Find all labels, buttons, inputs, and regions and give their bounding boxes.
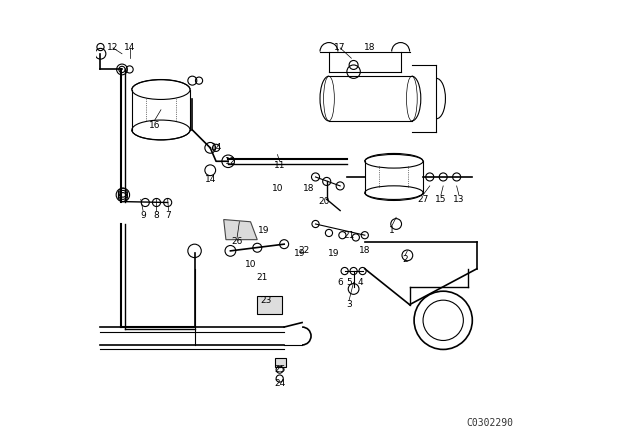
Text: 8: 8	[154, 211, 159, 220]
Text: 14: 14	[205, 175, 216, 184]
Text: 10: 10	[272, 184, 283, 193]
Text: 19: 19	[328, 249, 339, 258]
Text: 12: 12	[225, 157, 236, 166]
Text: 18: 18	[303, 184, 314, 193]
Text: 22: 22	[299, 246, 310, 255]
Text: 18: 18	[364, 43, 375, 52]
Text: 19: 19	[259, 226, 269, 235]
Text: 15: 15	[435, 195, 447, 204]
Text: 25: 25	[274, 365, 285, 374]
Text: 18: 18	[359, 246, 371, 255]
Text: C0302290: C0302290	[467, 418, 514, 428]
Text: 6: 6	[337, 278, 343, 287]
Text: 10: 10	[245, 260, 256, 269]
Text: 9: 9	[140, 211, 146, 220]
Text: 26: 26	[232, 237, 243, 246]
Polygon shape	[224, 220, 257, 240]
Text: 21: 21	[256, 273, 268, 282]
Text: 14: 14	[124, 43, 135, 52]
Text: 17: 17	[335, 43, 346, 52]
Text: 1: 1	[389, 226, 394, 235]
Bar	[257, 296, 282, 314]
Text: 27: 27	[417, 195, 429, 204]
Text: 4: 4	[358, 278, 363, 287]
Text: 12: 12	[108, 43, 118, 52]
Text: 5: 5	[346, 278, 352, 287]
Text: 21: 21	[344, 231, 355, 240]
Text: 20: 20	[319, 197, 330, 206]
Text: 3: 3	[346, 300, 352, 309]
Text: 11: 11	[274, 161, 285, 170]
Text: 24: 24	[274, 379, 285, 388]
Text: 16: 16	[148, 121, 160, 130]
Text: 19: 19	[294, 249, 305, 258]
Text: 7: 7	[166, 211, 172, 220]
Text: 14: 14	[211, 143, 223, 152]
Text: 13: 13	[453, 195, 465, 204]
Text: 23: 23	[260, 296, 272, 305]
Bar	[275, 358, 287, 367]
Text: 2: 2	[403, 255, 408, 264]
